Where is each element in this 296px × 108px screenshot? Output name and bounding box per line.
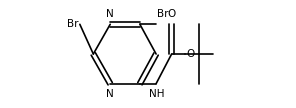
Text: N: N xyxy=(106,89,114,99)
Text: N: N xyxy=(106,9,114,19)
Text: O: O xyxy=(168,9,176,19)
Text: Br: Br xyxy=(67,19,78,29)
Text: Br: Br xyxy=(157,9,169,19)
Text: O: O xyxy=(186,49,195,59)
Text: NH: NH xyxy=(149,89,165,99)
